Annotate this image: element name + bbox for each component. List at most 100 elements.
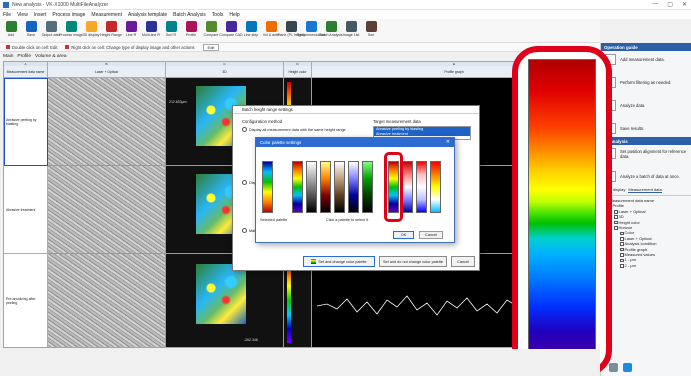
- tree-item[interactable]: 1 - μm: [605, 257, 687, 262]
- tree-horizon[interactable]: Horizon: [605, 225, 687, 230]
- palette-option-9[interactable]: [416, 161, 427, 213]
- palette-option-5[interactable]: [348, 161, 359, 213]
- palette-option-2[interactable]: [306, 161, 317, 213]
- menu-insert[interactable]: Insert: [33, 11, 47, 18]
- row-3-laser-optical-image[interactable]: [48, 254, 166, 347]
- tree-item[interactable]: Laser + Optical: [605, 209, 687, 214]
- edit-button[interactable]: Edit: [202, 43, 220, 51]
- target-item-1[interactable]: Abrasive peeling by blasting: [374, 127, 470, 132]
- option-same-range[interactable]: Display all measurement data with the sa…: [242, 127, 346, 132]
- ribbon-button-add[interactable]: Add: [3, 21, 19, 37]
- menu-view[interactable]: View: [17, 11, 28, 18]
- option-mat[interactable]: Mat: [242, 228, 255, 233]
- ok-button[interactable]: OK: [393, 231, 414, 239]
- ribbon-button-save[interactable]: Save: [23, 21, 39, 37]
- guide-step-filter[interactable]: Perform filtering as needed.: [601, 74, 691, 91]
- tree-item[interactable]: Color: [605, 230, 687, 235]
- palette-option-6[interactable]: [362, 161, 373, 213]
- ribbon-button-line-r[interactable]: Line R: [123, 21, 139, 37]
- ribbon-button-label: 3D display: [82, 33, 100, 37]
- palette-option-8[interactable]: [402, 161, 413, 213]
- tree-item[interactable]: Analysis condition: [605, 241, 687, 246]
- compare-cad-icon: [225, 21, 237, 32]
- guide-step-alignment[interactable]: Set position alignment for reference dat…: [601, 145, 691, 162]
- row-2-laser-optical-image[interactable]: [48, 166, 166, 254]
- menu-measurement[interactable]: Measurement: [91, 11, 122, 18]
- ribbon-button-height-range[interactable]: Height Range: [100, 21, 122, 37]
- guide-step-save[interactable]: Save results.: [601, 120, 691, 137]
- guide-step-add[interactable]: Add measurement data.: [601, 51, 691, 68]
- tab-measurement-data[interactable]: Measurement data: [628, 187, 662, 193]
- tree-item[interactable]: Measured values: [605, 252, 687, 257]
- row-1-label[interactable]: Abrasive peeling by blasting: [4, 78, 48, 166]
- palette-cancel-button[interactable]: Cancel: [419, 231, 443, 239]
- menu-process-image[interactable]: Process image: [52, 11, 86, 18]
- column-b-header[interactable]: B: [48, 62, 166, 66]
- ribbon-button-label: Line R: [125, 33, 137, 37]
- menu-tools[interactable]: Tools: [211, 11, 224, 18]
- ribbon-button-multi-line-r[interactable]: Multi-line R: [142, 21, 160, 37]
- settings-icon[interactable]: [609, 363, 618, 372]
- ribbon-button-plane-pl-height-[interactable]: Plane (PL height): [277, 21, 305, 37]
- menu-file[interactable]: File: [3, 11, 12, 18]
- close-button[interactable]: ✕: [681, 2, 687, 8]
- row-2-label[interactable]: Abrasive treatment: [4, 166, 48, 254]
- image-list-icon: [345, 21, 357, 32]
- tab-profile[interactable]: Profile: [17, 53, 32, 59]
- download-icon[interactable]: [623, 363, 632, 372]
- output-data-icon: [45, 21, 57, 32]
- batch-cancel-button[interactable]: Cancel: [451, 256, 475, 267]
- ribbon-button-output-data[interactable]: Output data: [41, 21, 61, 37]
- guide-step-filter-label: Perform filtering as needed.: [620, 80, 672, 85]
- menu-analysis-template[interactable]: Analysis template: [127, 11, 168, 18]
- tree-item[interactable]: 2 - μm: [605, 263, 687, 268]
- menu-batch-analysis[interactable]: Batch Analysis: [173, 11, 206, 18]
- minimize-button[interactable]: —: [652, 1, 659, 7]
- recommendation-icon: [305, 21, 317, 32]
- column-d-header[interactable]: D: [284, 62, 312, 66]
- ribbon-button-process-image[interactable]: Process image: [59, 21, 83, 37]
- ribbon-button-compare[interactable]: Compare: [203, 21, 219, 37]
- ribbon-button-compare-cad[interactable]: Compare CAD: [219, 21, 243, 37]
- tree-item[interactable]: 3D: [605, 214, 687, 219]
- tab-volume-area[interactable]: Volume & area: [35, 53, 67, 59]
- checkbox-icon: [620, 231, 624, 236]
- ribbon-button-image-list[interactable]: Image List: [343, 21, 359, 37]
- tree-item[interactable]: Height color: [605, 220, 687, 225]
- ribbon-button-3d-display[interactable]: 3D display: [83, 21, 99, 37]
- ribbon-button-surf-r[interactable]: Surf R: [163, 21, 179, 37]
- row-1-laser-optical-image[interactable]: [48, 78, 166, 166]
- target-item-2[interactable]: Abrasive treatment: [374, 131, 470, 136]
- menu-help[interactable]: Help: [229, 11, 240, 18]
- ribbon-button-recommendation[interactable]: Recommendation: [297, 21, 325, 37]
- app-icon: [3, 1, 9, 8]
- ribbon-button-line-step[interactable]: Line step: [243, 21, 259, 37]
- ribbon-button-profile[interactable]: Profile: [183, 21, 199, 37]
- guide-step-analyze[interactable]: Analyze data.: [601, 97, 691, 114]
- checkbox-icon: [620, 264, 624, 268]
- palette-option-rainbow[interactable]: [388, 161, 399, 213]
- ribbon-button-label: Output data: [41, 33, 61, 37]
- set-no-change-palette-button[interactable]: Set and do not change color palette: [379, 256, 447, 267]
- column-a-header[interactable]: A: [4, 62, 48, 66]
- tree-item[interactable]: Laser + Optical: [605, 236, 687, 241]
- tab-column-display[interactable]: umn display: [604, 187, 626, 192]
- tree-item[interactable]: Profile graph: [605, 247, 687, 252]
- palette-option-10[interactable]: [430, 161, 441, 213]
- row-3-label[interactable]: Pre-anodizing after peeling: [4, 254, 48, 347]
- column-e-header[interactable]: E: [312, 62, 595, 66]
- maximize-button[interactable]: ▢: [667, 2, 673, 8]
- close-icon[interactable]: ✕: [445, 139, 450, 145]
- palette-option-3[interactable]: [320, 161, 331, 213]
- ribbon-button-batch-analysis[interactable]: Batch Analysis: [319, 21, 343, 37]
- ribbon-button-vol-area[interactable]: Vol & area: [263, 21, 279, 37]
- tab-main[interactable]: Main: [3, 53, 14, 59]
- ribbon-button-sort[interactable]: Sort: [363, 21, 379, 37]
- palette-option-1[interactable]: [292, 161, 303, 213]
- column-c-header[interactable]: C: [166, 62, 284, 66]
- ribbon-button-label: Save: [26, 33, 36, 37]
- palette-option-4[interactable]: [334, 161, 345, 213]
- checkbox-icon: [620, 253, 624, 257]
- guide-step-batch[interactable]: Analyze a batch of data at once.: [601, 168, 691, 185]
- set-and-change-palette-button[interactable]: Set and change color palette: [303, 256, 375, 267]
